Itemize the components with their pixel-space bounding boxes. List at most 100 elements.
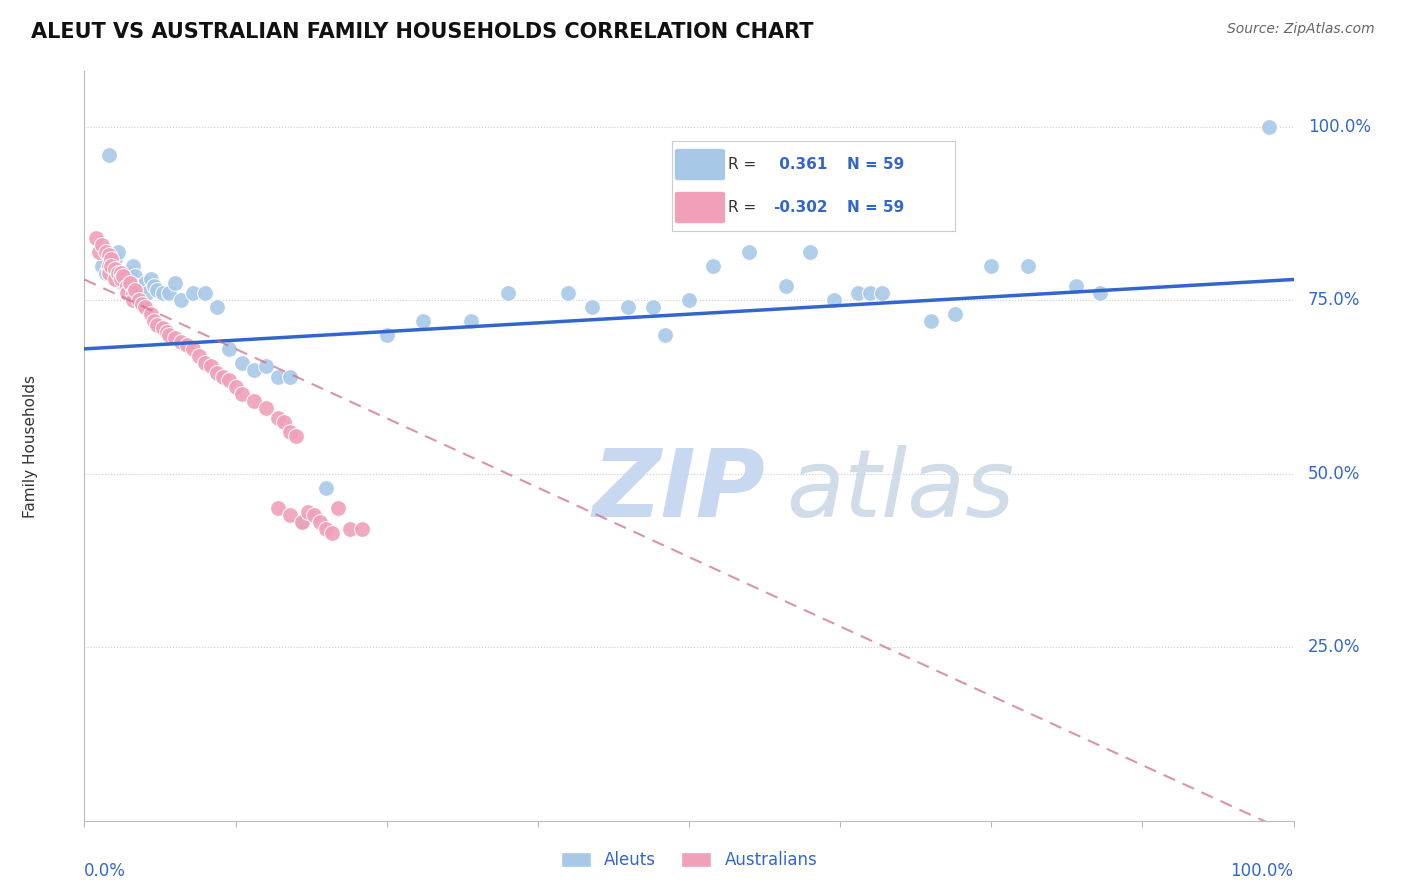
Point <box>110 266 132 280</box>
Point <box>302 508 325 523</box>
Legend: Aleuts, Australians: Aleuts, Australians <box>554 845 824 876</box>
Point <box>110 272 132 286</box>
Point <box>121 293 143 308</box>
Point <box>218 342 240 356</box>
Point <box>112 276 135 290</box>
Point <box>284 428 308 442</box>
Point <box>152 286 174 301</box>
Point <box>412 314 434 328</box>
Point <box>104 272 127 286</box>
Text: ALEUT VS AUSTRALIAN FAMILY HOUSEHOLDS CORRELATION CHART: ALEUT VS AUSTRALIAN FAMILY HOUSEHOLDS CO… <box>31 22 814 42</box>
Point <box>121 259 143 273</box>
Point <box>641 300 664 314</box>
Point <box>128 293 150 308</box>
Point <box>496 286 519 301</box>
Point <box>980 259 1002 273</box>
Point <box>97 262 120 277</box>
Point <box>112 268 135 283</box>
Text: 50.0%: 50.0% <box>1308 465 1361 483</box>
Point <box>100 259 122 273</box>
Point <box>136 286 159 301</box>
Point <box>799 244 821 259</box>
Point <box>170 293 193 308</box>
Text: ZIP: ZIP <box>592 445 765 537</box>
Point <box>104 262 127 277</box>
Point <box>97 147 120 161</box>
Point <box>267 501 290 516</box>
Point <box>86 231 108 245</box>
FancyBboxPatch shape <box>675 149 725 181</box>
Point <box>134 300 156 314</box>
Point <box>131 297 153 311</box>
Point <box>194 286 217 301</box>
Point <box>152 321 174 335</box>
Point <box>146 283 169 297</box>
Point <box>207 366 229 380</box>
Point <box>165 331 187 345</box>
Text: Source: ZipAtlas.com: Source: ZipAtlas.com <box>1227 22 1375 37</box>
Point <box>291 516 314 530</box>
Point <box>702 259 724 273</box>
Point <box>139 272 162 286</box>
Point <box>278 369 301 384</box>
Point <box>254 401 277 415</box>
Text: 0.0%: 0.0% <box>84 862 127 880</box>
Point <box>315 522 337 536</box>
Point <box>654 328 676 343</box>
FancyBboxPatch shape <box>675 192 725 224</box>
Point <box>188 349 211 363</box>
Point <box>176 338 198 352</box>
Point <box>581 300 603 314</box>
Text: 75.0%: 75.0% <box>1308 292 1361 310</box>
Point <box>225 380 247 394</box>
Text: 100.0%: 100.0% <box>1230 862 1294 880</box>
Point <box>157 286 180 301</box>
Point <box>107 244 129 259</box>
Point <box>375 328 398 343</box>
Point <box>181 342 204 356</box>
Point <box>94 266 117 280</box>
Text: -0.302: -0.302 <box>773 200 828 215</box>
Point <box>212 369 235 384</box>
Point <box>352 522 374 536</box>
Point <box>115 272 138 286</box>
Point <box>115 279 138 293</box>
Point <box>124 283 146 297</box>
Text: R =: R = <box>728 200 761 215</box>
Text: 0.361: 0.361 <box>773 157 827 172</box>
Point <box>775 279 797 293</box>
Point <box>920 314 942 328</box>
Point <box>97 248 120 262</box>
Text: 25.0%: 25.0% <box>1308 638 1361 657</box>
Point <box>859 286 882 301</box>
Point <box>97 266 120 280</box>
Point <box>134 276 156 290</box>
Point <box>278 508 301 523</box>
Point <box>231 356 253 370</box>
Point <box>91 259 114 273</box>
Point <box>104 252 127 266</box>
Point <box>218 373 240 387</box>
Point <box>297 505 319 519</box>
Point <box>124 268 146 283</box>
Point <box>94 244 117 259</box>
Point <box>139 307 162 321</box>
Point <box>146 318 169 332</box>
Point <box>872 286 894 301</box>
Point <box>143 279 166 293</box>
Point <box>823 293 845 308</box>
Point <box>315 481 337 495</box>
Point <box>254 359 277 374</box>
Text: 100.0%: 100.0% <box>1308 118 1371 136</box>
Point <box>309 516 332 530</box>
Point <box>165 276 187 290</box>
Point <box>1017 259 1039 273</box>
Point <box>738 244 761 259</box>
Point <box>157 328 180 343</box>
Point <box>97 259 120 273</box>
Point <box>1064 279 1087 293</box>
Point <box>846 286 869 301</box>
Point <box>328 501 350 516</box>
Point <box>170 334 193 349</box>
Point <box>87 244 110 259</box>
